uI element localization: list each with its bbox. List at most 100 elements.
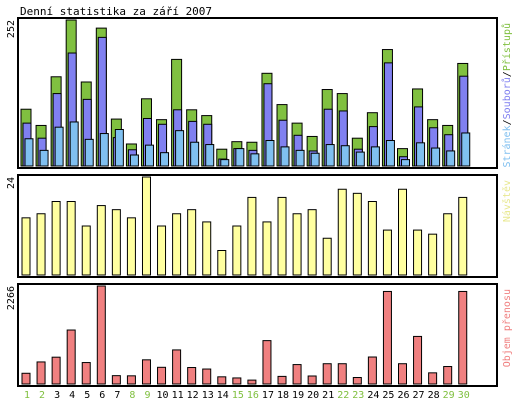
bar-bottom (428, 372, 438, 385)
x-tick-label: 4 (69, 390, 75, 401)
bar-middle (81, 225, 91, 276)
bar-stranek (385, 140, 395, 167)
bar-bottom (81, 362, 91, 385)
bar-stranek (144, 144, 154, 167)
bar-middle (21, 217, 31, 276)
x-tick-label: 20 (307, 390, 319, 401)
bar-middle (232, 225, 242, 276)
x-tick-label: 8 (129, 390, 135, 401)
bar-middle (51, 201, 61, 276)
bar-middle (382, 229, 392, 276)
legend-middle: Návštěv (501, 180, 513, 222)
legend-entry: / (502, 71, 513, 77)
x-tick-label: 29 (443, 390, 455, 401)
bar-stranek (39, 149, 49, 167)
x-tick-label: 11 (172, 390, 184, 401)
bar-stranek (190, 141, 200, 167)
bar-bottom (367, 356, 377, 385)
bar-bottom (247, 379, 257, 385)
bar-stranek (220, 159, 230, 167)
bar-bottom (141, 359, 151, 385)
bar-bottom (382, 290, 392, 385)
bar-stranek (370, 146, 380, 167)
bar-bottom (413, 335, 423, 385)
chart-title: Denní statistika za září 2007 (20, 5, 212, 18)
x-tick-label: 1 (24, 390, 30, 401)
x-tick-label: 24 (367, 390, 379, 401)
bar-bottom (262, 340, 272, 385)
bar-stranek (160, 152, 170, 167)
legend-entry: Přístupů (501, 23, 513, 71)
bar-middle (141, 176, 151, 276)
axis-labels: 25 2 Stránek/Souborů/Přístupů 24 Návštěv 2266… (6, 20, 513, 401)
x-tick-label: 12 (187, 390, 199, 401)
bar-bottom (322, 363, 332, 385)
bar-bottom (96, 285, 106, 385)
bar-bottom (458, 290, 468, 385)
x-tick-label: 5 (84, 390, 90, 401)
bar-stranek (310, 152, 320, 167)
x-tick-label: 22 (337, 390, 349, 401)
bar-stranek (325, 144, 335, 167)
bar-stranek (24, 138, 34, 167)
bar-middle (172, 213, 182, 276)
bar-middle (307, 209, 317, 276)
bar-bottom (202, 368, 212, 385)
x-tick-label: 26 (397, 390, 409, 401)
legend-top: Stránek/Souborů/Přístupů (501, 23, 513, 168)
bar-stranek (461, 132, 471, 167)
bar-bottom (157, 366, 167, 385)
x-tick-label: 21 (322, 390, 334, 401)
bar-middle (217, 250, 227, 276)
bar-stranek (265, 140, 275, 167)
x-tick-label: 6 (99, 390, 105, 401)
bar-middle (111, 209, 121, 276)
bar-bottom (111, 375, 121, 385)
bar-bottom (66, 329, 76, 385)
bar-middle (247, 196, 257, 276)
panel-frame-top (17, 17, 498, 169)
panel-frames (17, 17, 498, 387)
x-tick-label: 28 (428, 390, 440, 401)
bar-middle (202, 221, 212, 276)
bar-bottom (187, 367, 197, 385)
x-tick-label: 2 (39, 390, 45, 401)
bar-stranek (355, 151, 365, 167)
x-tick-label: 19 (292, 390, 304, 401)
x-tick-label: 14 (217, 390, 229, 401)
bar-bottom (232, 377, 242, 385)
x-tick-label: 27 (413, 390, 425, 401)
x-tick-label: 17 (262, 390, 274, 401)
bar-middle (337, 188, 347, 276)
bar-stranek (54, 126, 64, 167)
ymax-label-bottom: 2266 (6, 286, 17, 310)
legend-entry: / (502, 119, 513, 125)
bar-bottom (398, 363, 407, 385)
bar-middle (398, 188, 407, 276)
bar-stranek (295, 149, 305, 167)
bar-bottom (51, 356, 61, 385)
bar-bottom (307, 375, 317, 385)
bar-stranek (175, 130, 185, 167)
bar-stranek (99, 133, 109, 167)
x-tick-label: 25 (382, 390, 394, 401)
bar-stranek (205, 144, 215, 167)
panel-frame-middle (17, 174, 498, 278)
legend-entry: Návštěv (501, 180, 513, 222)
bar-stranek (446, 150, 456, 167)
ymax-label-middle: 24 (6, 177, 17, 189)
legend-entry: Objem přenosu (501, 289, 513, 367)
bar-bottom (172, 349, 182, 385)
x-tick-label: 30 (458, 390, 470, 401)
bar-middle (157, 225, 167, 276)
x-tick-label: 13 (202, 390, 214, 401)
bar-bottom (352, 377, 362, 385)
x-tick-label: 10 (157, 390, 169, 401)
bar-middle (443, 213, 453, 276)
x-tick-label: 3 (54, 390, 60, 401)
bar-bottom (36, 361, 46, 385)
bar-middle (96, 205, 106, 276)
bar-middle (262, 221, 272, 276)
bar-bottom (277, 375, 287, 385)
